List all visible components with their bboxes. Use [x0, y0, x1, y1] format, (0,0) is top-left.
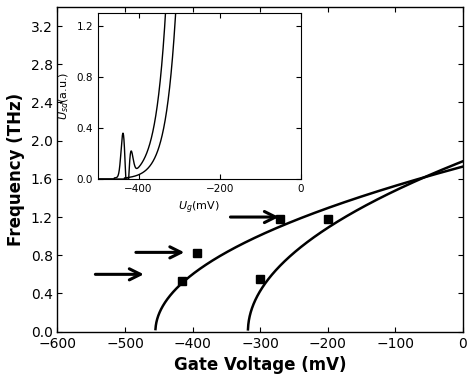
- Y-axis label: Frequency (THz): Frequency (THz): [7, 93, 25, 246]
- X-axis label: Gate Voltage (mV): Gate Voltage (mV): [174, 356, 346, 374]
